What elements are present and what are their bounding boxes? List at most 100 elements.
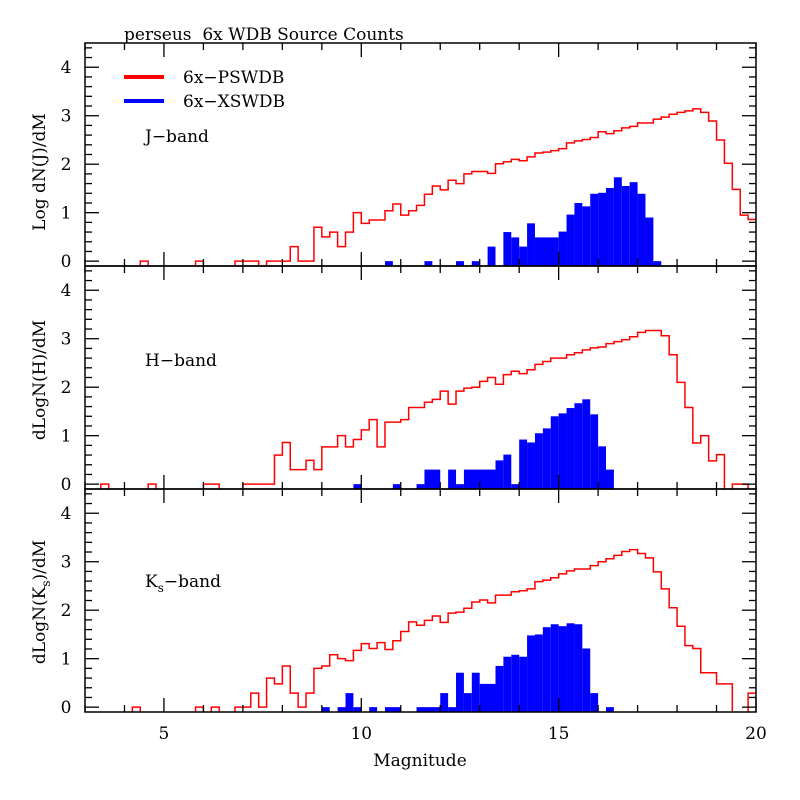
bar-xswdb — [519, 656, 528, 712]
bar-xswdb — [574, 403, 583, 489]
bar-xswdb — [463, 693, 472, 712]
legend-label-pswdb: 6x−PSWDB — [183, 68, 284, 88]
bar-xswdb — [574, 624, 583, 712]
bar-xswdb — [511, 237, 520, 266]
bar-xswdb — [621, 186, 630, 266]
bar-xswdb — [582, 206, 591, 266]
bar-xswdb — [487, 246, 496, 266]
bar-xswdb — [424, 469, 441, 489]
bar-xswdb — [392, 484, 401, 489]
bar-xswdb — [519, 439, 528, 489]
bar-xswdb — [566, 408, 575, 489]
bar-xswdb — [582, 399, 591, 489]
y-tick-label: 4 — [61, 58, 72, 78]
bar-xswdb — [471, 261, 480, 266]
bar-xswdb — [337, 707, 346, 712]
bar-xswdb — [416, 707, 441, 712]
bar-xswdb — [606, 469, 614, 489]
bar-xswdb — [534, 237, 559, 266]
y-tick-label: 2 — [61, 378, 72, 398]
x-tick-labels: 5 10 15 20 — [159, 724, 767, 744]
panel-ks: 0 1 2 3 4 — [61, 488, 757, 718]
y-tick-label: 3 — [61, 553, 72, 573]
bar-xswdb — [471, 672, 480, 712]
step-line-pswdb — [131, 548, 756, 712]
band-label-ks: Ks−band — [145, 572, 221, 595]
y-axis-label-j: Log dN(J)/dM — [30, 113, 50, 231]
y-axis-label-h: dLogN(H)/dM — [30, 320, 50, 440]
bar-xswdb — [527, 442, 535, 489]
x-tick-label: 10 — [350, 724, 372, 744]
bar-xswdb — [598, 192, 607, 266]
bar-xswdb — [590, 693, 599, 712]
panel-frame — [84, 488, 757, 713]
bar-xswdb — [353, 484, 362, 489]
bar-xswdb — [448, 707, 457, 712]
bar-xswdb — [503, 232, 512, 266]
bar-xswdb — [527, 223, 535, 266]
y-tick-label: 1 — [61, 650, 72, 670]
bar-xswdb — [566, 623, 575, 712]
panel-frame — [84, 265, 757, 490]
bar-xswdb — [463, 469, 496, 489]
bar-xswdb — [321, 707, 330, 712]
bar-xswdb — [590, 193, 599, 266]
bar-xswdb — [416, 484, 425, 489]
y-tick-label: 3 — [61, 107, 72, 127]
bar-xswdb — [503, 656, 512, 712]
bar-xswdb — [479, 683, 496, 712]
bar-xswdb — [558, 626, 567, 712]
bar-xswdb — [606, 187, 614, 266]
y-tick-label: 1 — [61, 204, 72, 224]
step-line-pswdb — [139, 108, 756, 266]
panel-j: 0 1 2 3 4 — [61, 42, 757, 272]
y-tick-label: 0 — [61, 252, 72, 272]
bar-xswdb — [495, 665, 504, 712]
bar-xswdb — [550, 624, 559, 712]
y-tick-label: 4 — [61, 281, 72, 301]
y-axis-label-ks-a: dLogN(K — [30, 586, 50, 664]
bar-xswdb — [558, 231, 567, 266]
bar-xswdb — [448, 469, 457, 489]
bar-xswdb — [384, 261, 393, 266]
y-tick-label: 4 — [61, 504, 72, 524]
bar-xswdb — [558, 413, 567, 489]
bar-xswdb — [550, 416, 559, 489]
bar-xswdb — [503, 454, 512, 489]
x-tick-label: 15 — [548, 724, 570, 744]
bar-xswdb — [384, 707, 401, 712]
y-tick-label: 0 — [61, 698, 72, 718]
bar-xswdb — [456, 484, 464, 489]
y-tick-label: 3 — [61, 330, 72, 350]
bar-xswdb — [519, 246, 528, 266]
y-tick-label: 0 — [61, 475, 72, 495]
bar-xswdb — [440, 693, 449, 712]
y-axis-label-ks-b: )/dM — [30, 540, 50, 581]
legend-label-xswdb: 6x−XSWDB — [183, 92, 285, 112]
x-tick-label: 5 — [159, 724, 170, 744]
y-tick-label: 1 — [61, 427, 72, 447]
bar-xswdb — [424, 261, 433, 266]
bar-xswdb — [645, 217, 654, 266]
bar-xswdb — [345, 693, 354, 712]
band-label-h: H−band — [145, 351, 217, 371]
band-label-ks-sub: s — [158, 581, 164, 595]
bar-xswdb — [369, 707, 378, 712]
bar-xswdb — [511, 484, 520, 489]
bar-xswdb — [456, 261, 464, 266]
band-label-ks-suffix: −band — [164, 572, 221, 592]
bar-xswdb — [574, 202, 583, 266]
bar-xswdb — [542, 428, 551, 489]
bar-xswdb — [353, 707, 362, 712]
y-axis-label-ks-sub: s — [39, 580, 53, 586]
bar-xswdb — [534, 634, 543, 712]
bar-xswdb — [527, 635, 535, 712]
y-tick-label: 2 — [61, 155, 72, 175]
band-label-ks-main: K — [145, 572, 158, 592]
y-axis-label-ks: dLogN(Ks)/dM — [30, 540, 53, 664]
bar-xswdb — [582, 648, 591, 712]
bar-xswdb — [653, 261, 662, 266]
bar-xswdb — [606, 707, 614, 712]
bar-xswdb — [566, 214, 575, 266]
